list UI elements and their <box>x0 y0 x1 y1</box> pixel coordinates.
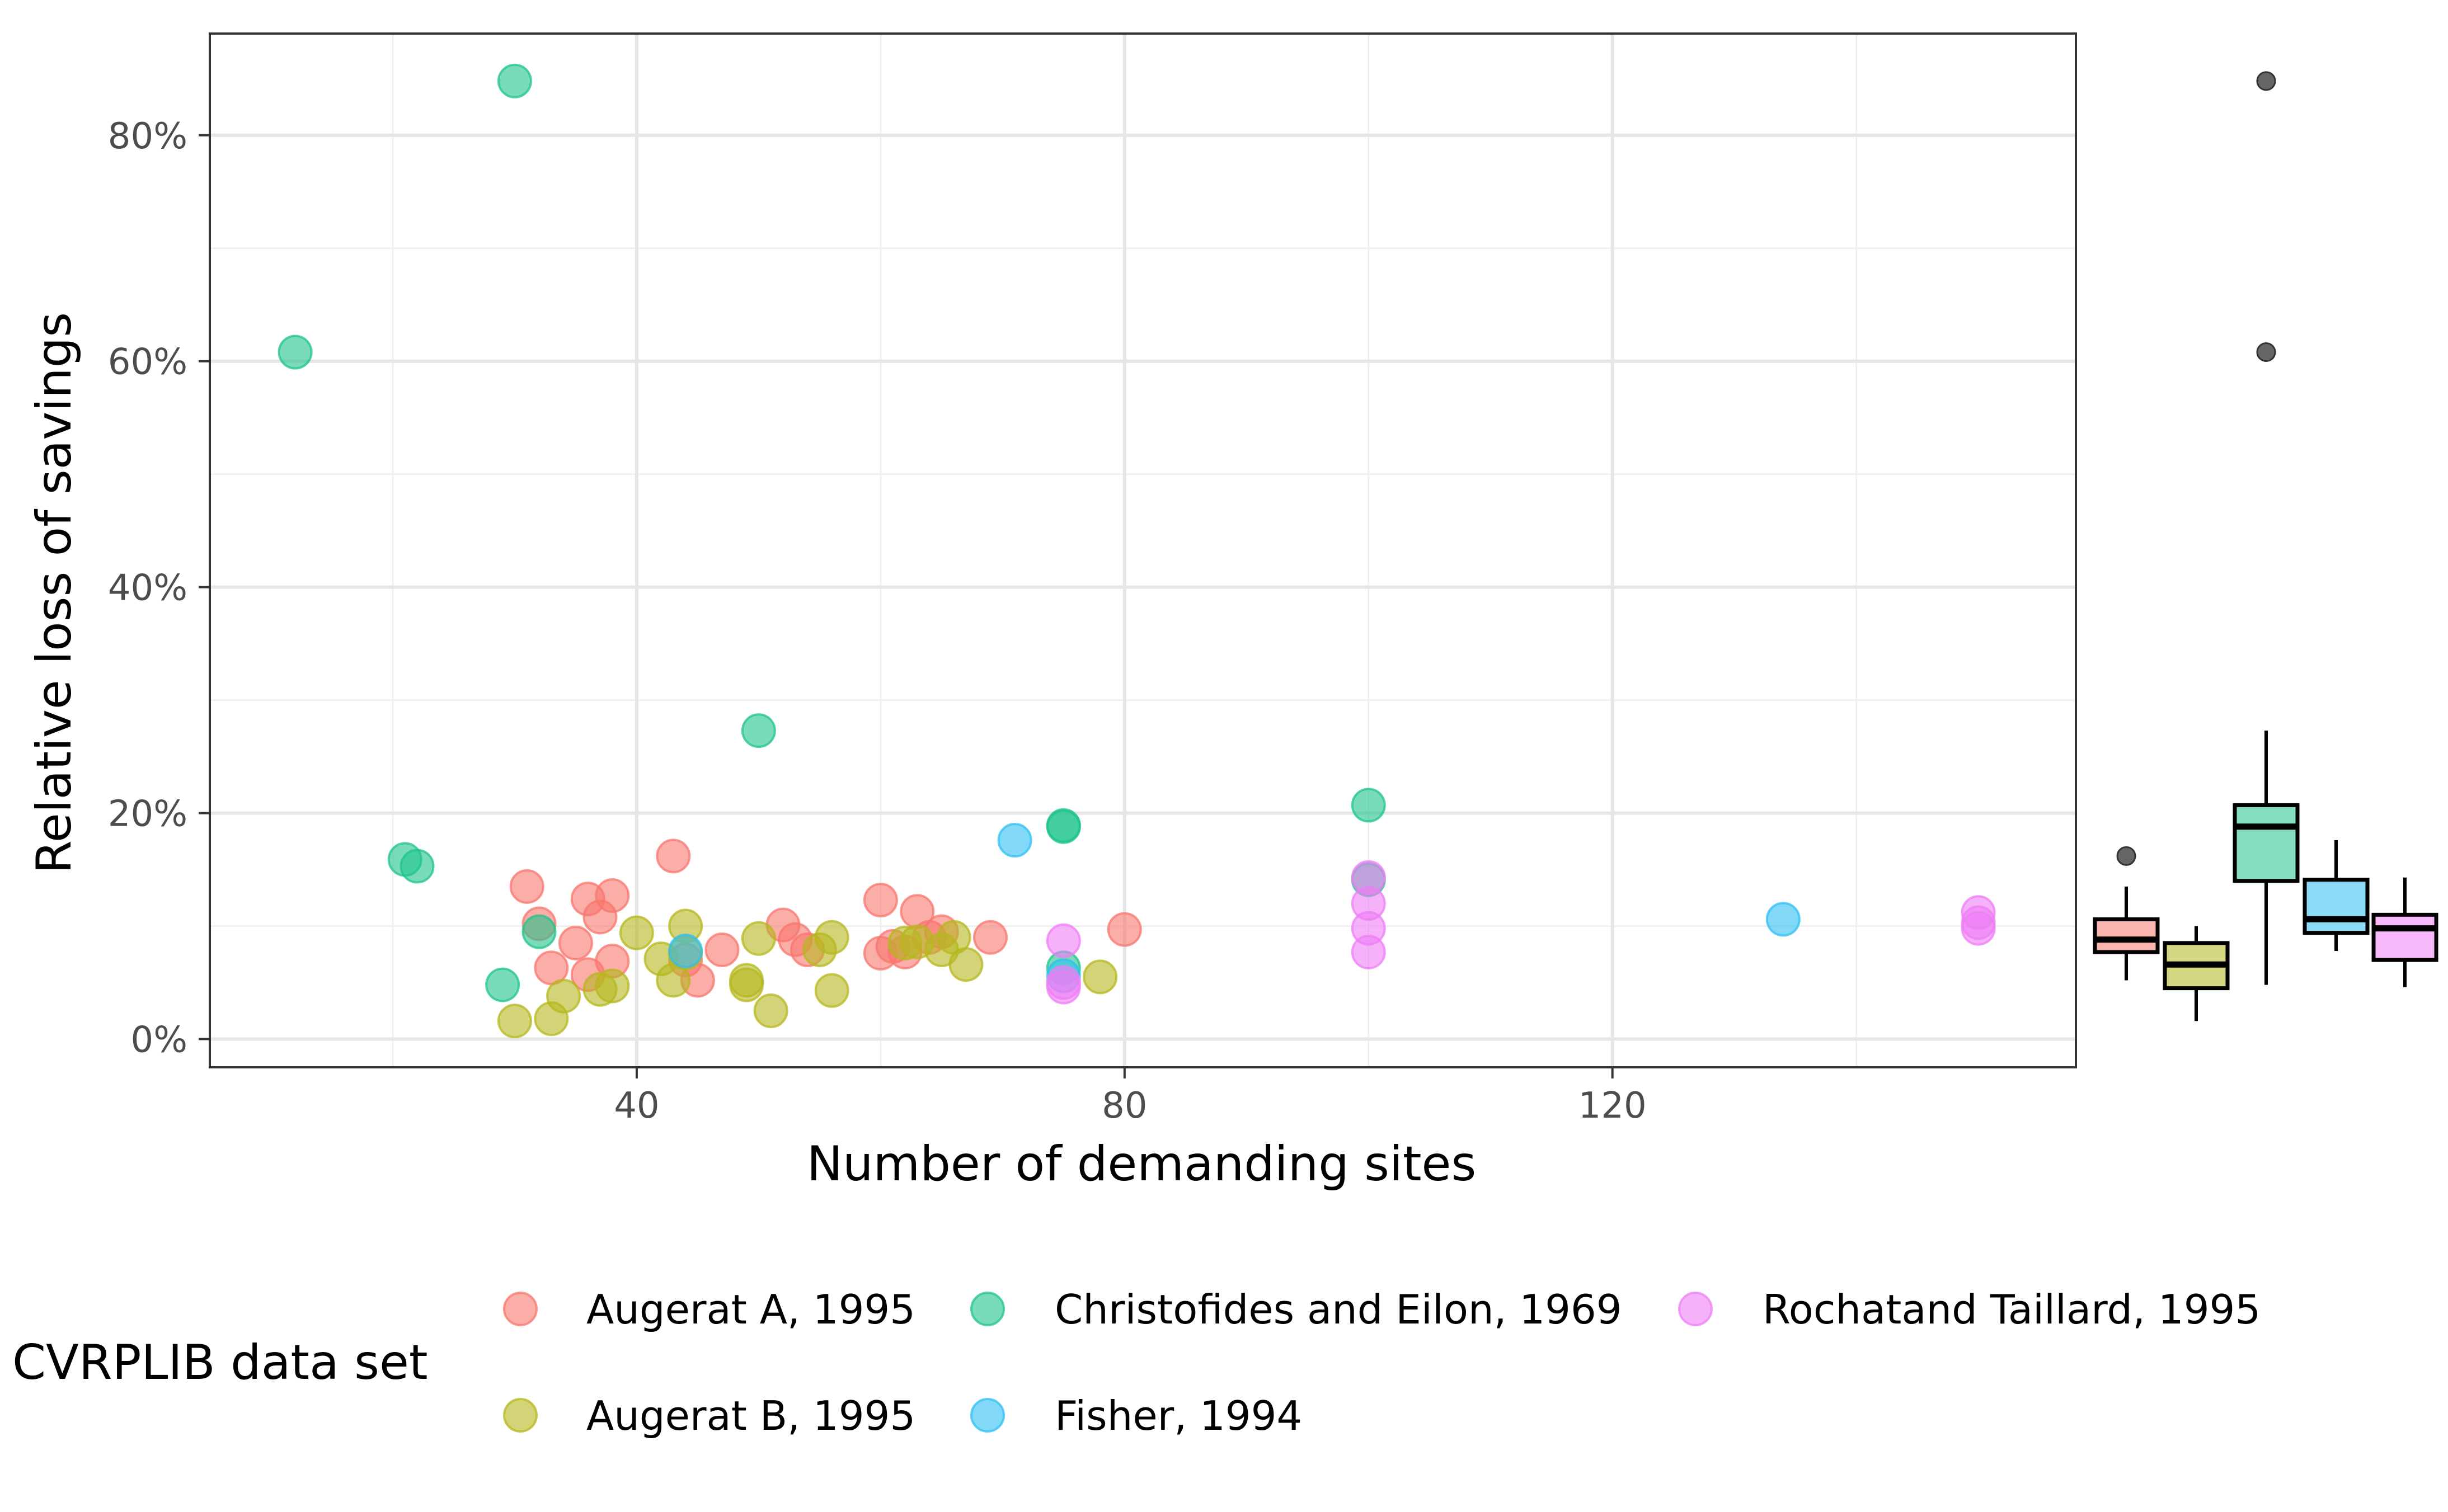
data-point <box>1046 923 1081 958</box>
marginal-boxplots <box>2093 71 2438 1021</box>
boxplot <box>2233 71 2300 985</box>
data-point <box>704 932 740 967</box>
data-point <box>521 914 557 949</box>
legend-label: Augerat A, 1995 <box>586 1286 915 1333</box>
legend-key <box>970 1398 1005 1433</box>
data-point <box>558 925 593 960</box>
data-point <box>278 335 313 370</box>
legend: CVRPLIB data set Augerat A, 1995 Augerat … <box>12 1286 2261 1439</box>
boxplot <box>2371 877 2438 987</box>
y-tick-label: 0% <box>130 1020 187 1061</box>
y-tick-label: 20% <box>108 794 187 835</box>
data-point <box>1765 902 1801 937</box>
data-point <box>400 849 435 884</box>
data-point <box>1083 959 1118 995</box>
x-tick-label: 80 <box>1102 1085 1147 1127</box>
boxplot-box <box>2303 878 2370 935</box>
x-tick-label: 40 <box>614 1085 659 1127</box>
legend-key <box>970 1292 1005 1326</box>
legend-key <box>503 1398 538 1433</box>
legend-label: Augerat B, 1995 <box>586 1392 915 1439</box>
legend-label: Rochatand Taillard, 1995 <box>1763 1286 2261 1333</box>
legend-label: Fisher, 1994 <box>1055 1392 1302 1439</box>
boxplot-outlier <box>2116 846 2136 866</box>
boxplot-box <box>2371 912 2438 962</box>
boxplot-outlier <box>2256 342 2276 362</box>
data-point <box>1107 912 1142 947</box>
boxplot-outlier <box>2256 71 2276 91</box>
data-point <box>1046 969 1081 1005</box>
x-axis: 40 80 120 <box>614 1067 1647 1127</box>
plot-border <box>209 32 2077 1068</box>
data-point <box>1046 808 1081 843</box>
legend-label: Christofides and Eilon, 1969 <box>1055 1286 1622 1333</box>
data-point <box>997 823 1032 858</box>
legend-item: Christofides and Eilon, 1969 <box>970 1286 1622 1333</box>
data-point <box>814 920 849 955</box>
data-point <box>814 973 849 1008</box>
legend-item: Rochatand Taillard, 1995 <box>1678 1286 2261 1333</box>
legend-key <box>1678 1292 1713 1326</box>
y-tick-label: 40% <box>108 568 187 609</box>
data-point <box>729 967 764 1002</box>
data-point <box>753 993 788 1029</box>
y-tick-label: 80% <box>108 116 187 157</box>
data-point <box>485 967 520 1002</box>
scatter-points <box>278 63 1996 1039</box>
legend-item: Augerat B, 1995 <box>503 1392 915 1439</box>
data-point <box>741 713 776 748</box>
data-point <box>497 63 532 98</box>
boxplot <box>2093 846 2160 981</box>
data-point <box>595 968 630 1004</box>
legend-key <box>503 1292 538 1326</box>
data-point <box>619 915 654 950</box>
boxplot <box>2163 926 2230 1021</box>
legend-item: Fisher, 1994 <box>970 1392 1302 1439</box>
data-point <box>863 883 898 918</box>
boxplot-box <box>2233 803 2300 883</box>
x-axis-title: Number of demanding sites <box>807 1136 1477 1192</box>
data-point <box>668 933 703 968</box>
data-point <box>973 920 1008 955</box>
y-tick-label: 60% <box>108 342 187 383</box>
data-point <box>1351 788 1386 823</box>
boxplot-box <box>2093 917 2160 954</box>
legend-item: Augerat A, 1995 <box>503 1286 915 1333</box>
grid-lines <box>210 34 2076 1067</box>
y-axis-title: Relative loss of savings <box>26 312 82 874</box>
data-point <box>948 947 984 982</box>
data-point <box>656 839 691 874</box>
data-point <box>497 1004 532 1039</box>
legend-title: CVRPLIB data set <box>12 1335 428 1391</box>
data-point <box>595 878 630 913</box>
data-point <box>509 869 544 904</box>
data-point <box>741 921 776 956</box>
panel-frame <box>209 32 2077 1068</box>
x-tick-label: 120 <box>1578 1085 1647 1127</box>
data-point <box>1961 911 1996 946</box>
y-axis: 0% 20% 40% 60% 80% <box>108 116 210 1061</box>
data-point <box>546 978 581 1014</box>
data-point <box>1351 934 1386 969</box>
boxplot <box>2303 840 2370 951</box>
